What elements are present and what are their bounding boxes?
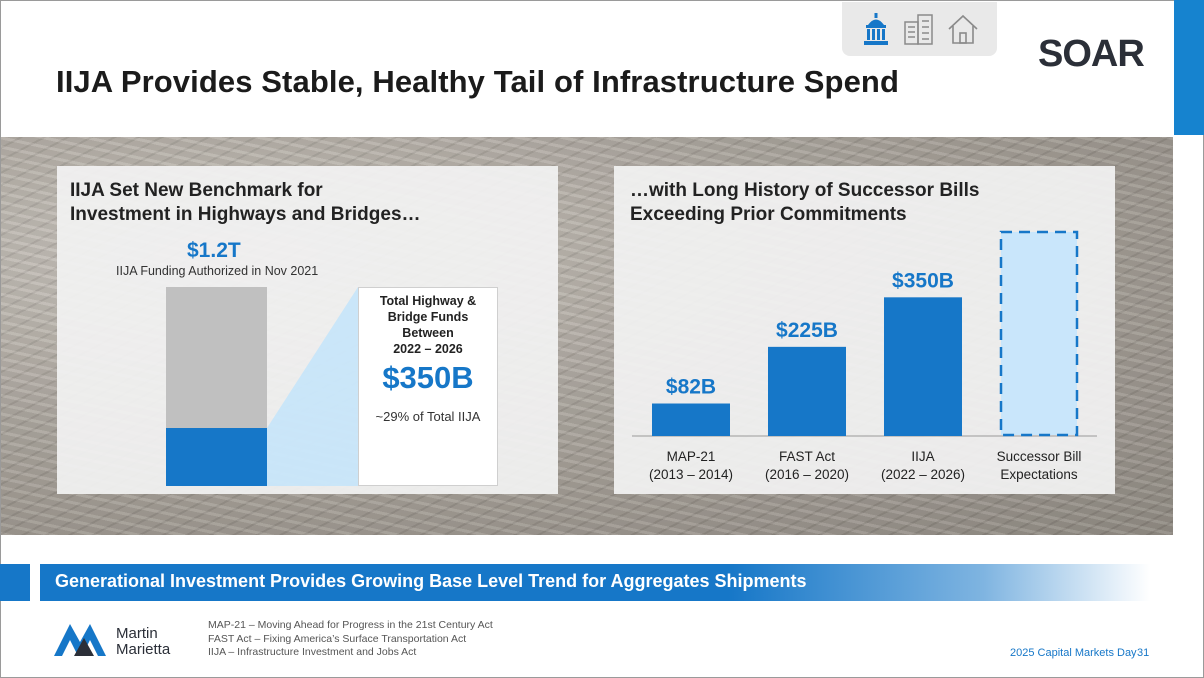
bar-1	[768, 346, 846, 436]
bar-label-1: $225B	[776, 319, 838, 342]
x-tick-label-line: (2022 – 2026)	[880, 467, 966, 482]
callout-heading-line2: Bridge Funds Between	[387, 310, 469, 340]
page-number: 31	[1137, 647, 1150, 659]
page-title: IIJA Provides Stable, Healthy Tail of In…	[56, 64, 899, 99]
x-tick-label-0: MAP-21 (2013 – 2014)	[631, 448, 751, 484]
capitol-icon	[858, 11, 894, 47]
callout-heading-line1: Total Highway &	[379, 294, 477, 308]
mm-logo-line1: Martin	[116, 625, 158, 642]
right-heading-line2: Exceeding Prior Commitments	[630, 204, 907, 225]
accent-stripe	[1174, 0, 1204, 135]
buildings-icon	[901, 11, 937, 47]
banner-text: Generational Investment Provides Growing…	[55, 571, 807, 591]
footnote-fast-act: FAST Act – Fixing America’s Surface Tran…	[208, 632, 467, 645]
banner-accent	[0, 564, 30, 601]
x-tick-label-1: FAST Act (2016 – 2020)	[747, 448, 867, 484]
x-tick-label-3: Successor Bill Expectations	[979, 448, 1099, 484]
soar-logo: SOAR	[1038, 33, 1150, 75]
house-icon	[945, 11, 981, 47]
bar-2	[884, 297, 962, 436]
footnotes: MAP-21 – Moving Ahead for Progress in th…	[208, 619, 493, 660]
callout-subtext: ~29% of Total IIJA	[375, 409, 481, 424]
footnote-map21: MAP-21 – Moving Ahead for Progress in th…	[208, 619, 493, 631]
bar-projected-successor	[999, 230, 1079, 437]
x-tick-label-line: Successor Bill	[996, 449, 1082, 464]
highway-funds-callout: Total Highway & Bridge Funds Between 202…	[358, 287, 498, 486]
total-iija-bar	[166, 287, 267, 428]
x-tick-label-2: IIJA (2022 – 2026)	[863, 448, 983, 484]
martin-marietta-logo: Martin Marietta	[54, 620, 184, 665]
total-iija-caption: IIJA Funding Authorized in Nov 2021	[116, 264, 319, 278]
right-heading-line1: …with Long History of Successor Bills	[630, 180, 980, 201]
key-takeaway-banner	[40, 564, 1150, 601]
total-iija-value: $1.2T	[187, 239, 241, 262]
left-heading-line2: Investment in Highways and Bridges…	[70, 204, 421, 225]
category-icon-tab	[842, 2, 997, 56]
highway-bridge-share-bar	[166, 428, 267, 486]
x-tick-label-line: IIJA	[911, 449, 935, 464]
footnote-iija: IIJA – Infrastructure Investment and Job…	[208, 646, 417, 658]
bar-0	[652, 403, 730, 436]
bar-label-0: $82B	[666, 376, 716, 399]
x-tick-label-line: MAP-21	[666, 449, 716, 464]
callout-value: $350B	[382, 360, 474, 395]
callout-heading-line3: 2022 – 2026	[393, 342, 463, 356]
x-tick-label-line: (2016 – 2020)	[764, 467, 850, 482]
soar-logo-text: SOAR	[1038, 34, 1144, 70]
event-name: 2025 Capital Markets Day	[1010, 647, 1137, 659]
x-tick-label-line: Expectations	[1000, 467, 1078, 482]
callout-heading: Total Highway & Bridge Funds Between 202…	[359, 293, 497, 357]
mm-logo-line2: Marietta	[116, 641, 171, 658]
left-panel-heading: IIJA Set New Benchmark for Investment in…	[70, 179, 421, 227]
right-panel-heading: …with Long History of Successor Bills Ex…	[630, 179, 979, 227]
bar-label-2: $350B	[892, 269, 954, 292]
x-tick-label-line: (2013 – 2014)	[648, 467, 734, 482]
mm-mountain-icon	[54, 624, 106, 656]
x-tick-label-line: FAST Act	[778, 449, 836, 464]
left-heading-line1: IIJA Set New Benchmark for	[70, 180, 323, 201]
